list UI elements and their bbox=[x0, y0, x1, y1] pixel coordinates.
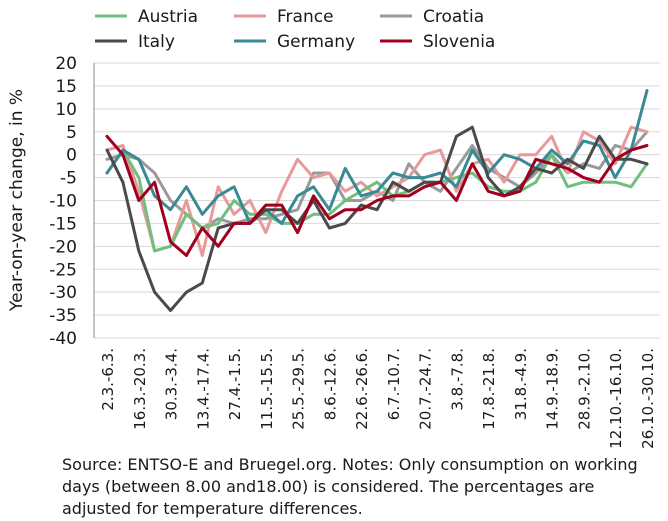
line-chart: Year-on-year change, in % 20151050-5-10-… bbox=[7, 7, 660, 449]
legend-label: France bbox=[277, 7, 334, 27]
x-tick-label: 25.5.-29.5. bbox=[290, 348, 308, 430]
y-tick-label: 20 bbox=[55, 54, 77, 74]
y-tick-label: -35 bbox=[49, 306, 77, 326]
series-lines bbox=[105, 89, 649, 312]
legend-item-slovenia: Slovenia bbox=[380, 32, 495, 52]
series-line-croatia bbox=[105, 130, 649, 230]
y-tick-label: -5 bbox=[60, 169, 77, 189]
legend-item-germany: Germany bbox=[234, 32, 355, 52]
x-tick-label: 20.7.-24.7. bbox=[417, 348, 435, 430]
y-tick-label: -25 bbox=[49, 260, 77, 280]
legend-item-austria: Austria bbox=[95, 7, 198, 27]
x-tick-label: 26.10.-30.10. bbox=[639, 348, 657, 449]
legend-label: Slovenia bbox=[423, 32, 495, 52]
legend-label: Croatia bbox=[423, 7, 484, 27]
y-tick-label: -15 bbox=[49, 214, 77, 234]
x-tick-label: 16.3.-20.3. bbox=[131, 348, 149, 430]
legend-item-croatia: Croatia bbox=[380, 7, 484, 27]
legend-item-italy: Italy bbox=[95, 32, 175, 52]
y-tick-label: 15 bbox=[55, 77, 77, 97]
y-tick-label: 0 bbox=[66, 146, 77, 166]
y-tick-labels: 20 15 10 5 0 -5 -10-15 -20 -25 -30 -35 -40 bbox=[49, 54, 77, 349]
x-tick-label: 3.8.-7.8. bbox=[448, 348, 466, 411]
x-tick-label: 11.5.-15.5. bbox=[258, 348, 276, 430]
x-tick-labels: 2.3.-6.3. 16.3.-20.3. 30.3.-3.4. 13.4.-17.4… bbox=[99, 348, 657, 449]
x-tick-label: 13.4.-17.4. bbox=[194, 348, 212, 430]
x-tick-label: 6.7.-10.7. bbox=[385, 348, 403, 420]
x-tick-label: 27.4.-1.5. bbox=[226, 348, 244, 420]
x-tick-label: 2.3.-6.3. bbox=[99, 348, 117, 411]
source-note: Source: ENTSO-E and Bruegel.org. Notes: … bbox=[62, 455, 638, 518]
legend-item-france: France bbox=[234, 7, 334, 27]
legend: Austria France Croatia Italy Germany Slovenia bbox=[95, 7, 495, 52]
x-tick-label: 12.10.-16.10. bbox=[607, 348, 625, 449]
x-tick-label: 31.8.-4.9. bbox=[512, 348, 530, 420]
x-tick-label: 17.8.-21.8. bbox=[480, 348, 498, 430]
series-line-slovenia bbox=[105, 134, 649, 257]
x-tick-label: 8.6.-12.6. bbox=[321, 348, 339, 420]
x-tick-label: 30.3.-3.4. bbox=[163, 348, 181, 420]
y-axis-title: Year-on-year change, in % bbox=[7, 89, 27, 312]
y-tick-label: -30 bbox=[49, 283, 77, 303]
y-tick-label: 5 bbox=[66, 123, 77, 143]
legend-label: Italy bbox=[138, 32, 175, 52]
series-line-italy bbox=[105, 125, 649, 312]
y-tick-label: -20 bbox=[49, 237, 77, 257]
y-tick-label: -10 bbox=[49, 192, 77, 212]
y-tick-label: -40 bbox=[49, 329, 77, 349]
y-tick-label: 10 bbox=[55, 100, 77, 120]
legend-label: Germany bbox=[277, 32, 355, 52]
series-line-germany bbox=[105, 89, 649, 225]
x-tick-label: 22.6.-26.6. bbox=[353, 348, 371, 430]
legend-label: Austria bbox=[138, 7, 198, 27]
x-tick-label: 28.9.-2.10. bbox=[575, 348, 593, 430]
x-tick-label: 14.9.-18.9. bbox=[544, 348, 562, 430]
